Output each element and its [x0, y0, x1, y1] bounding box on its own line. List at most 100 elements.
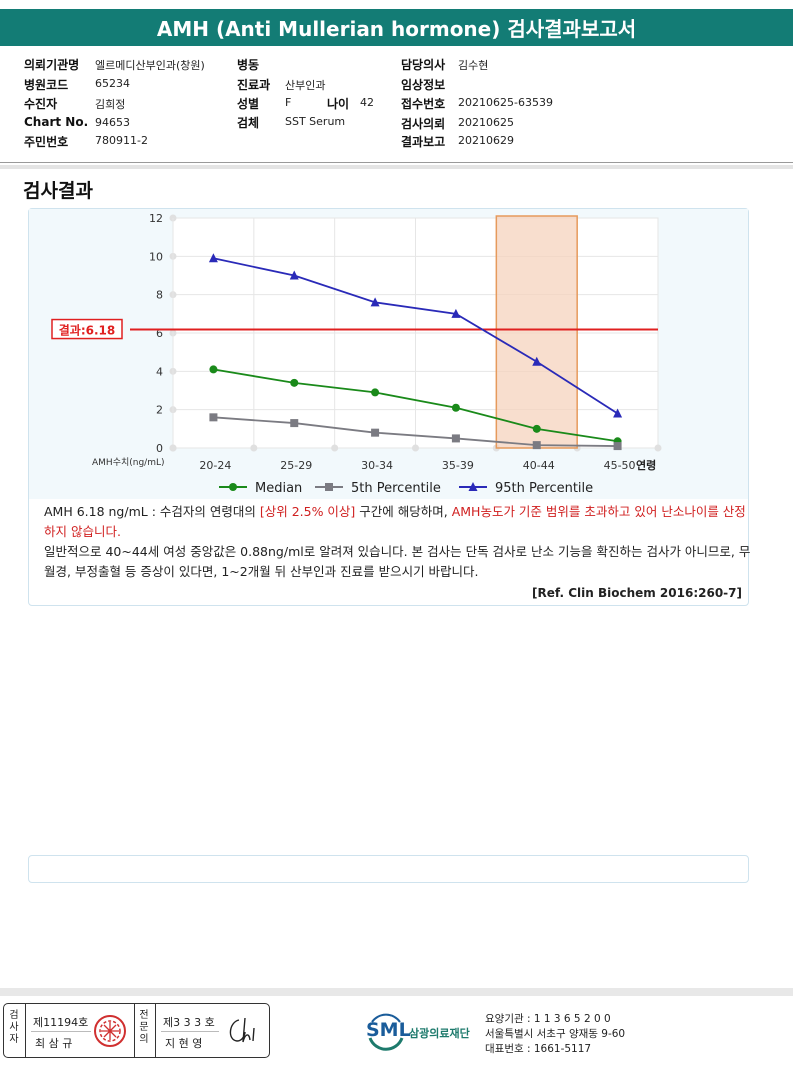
examiner-name: 최 삼 규 [35, 1037, 73, 1050]
info-label: 담당의사 [401, 58, 446, 72]
data-point [209, 365, 218, 374]
data-point [451, 403, 460, 412]
result-paragraph: AMH 6.18 ng/mL : 수검자의 연령대의 [상위 2.5% 이상] … [44, 502, 752, 542]
y-tick-label: 8 [156, 289, 163, 302]
data-point [532, 356, 542, 366]
y-axis-label: AMH수치(ng/mL) [92, 456, 165, 468]
specialist-number: 제3 3 3 호 [163, 1016, 215, 1029]
examiner-label: 검사자 [9, 1010, 19, 1045]
legend-marker [229, 483, 237, 491]
data-point [371, 388, 380, 397]
result-text-part: AMH 6.18 ng/mL : 수검자의 연령대의 [44, 504, 260, 519]
info-value: 20210625 [458, 116, 514, 129]
data-point [451, 434, 460, 443]
y-tick-label: 12 [149, 212, 163, 225]
series-line [213, 257, 619, 415]
divider [25, 1004, 26, 1057]
legend-label: 5th Percentile [351, 481, 441, 496]
data-point [370, 297, 380, 307]
data-point [613, 442, 622, 451]
specialist-name: 지 현 영 [165, 1037, 203, 1050]
axis-dot [654, 444, 662, 452]
y-tick-label: 10 [149, 250, 163, 263]
result-text: AMH 6.18 ng/mL : 수검자의 연령대의 [상위 2.5% 이상] … [44, 502, 752, 582]
section-title: 검사결과 [23, 180, 93, 202]
info-value: 65234 [95, 77, 130, 90]
divider [0, 162, 793, 163]
info-value: 20210625-63539 [458, 96, 553, 109]
data-point [451, 308, 461, 318]
x-axis-label: 연령 [636, 458, 656, 472]
info-label: 접수번호 [401, 97, 446, 111]
y-tick-label: 0 [156, 442, 163, 455]
x-tick-label: 25-29 [280, 459, 312, 472]
info-value: 엘르메디산부인과(창원) [95, 59, 205, 72]
info-label: 결과보고 [401, 135, 446, 149]
data-point [532, 424, 541, 433]
data-point [613, 408, 623, 418]
axis-dot [250, 444, 258, 452]
info-paragraph: 일반적으로 40~44세 여성 중앙값은 0.88ng/ml로 알려져 있습니다… [44, 544, 751, 579]
divider [0, 165, 793, 169]
data-point [208, 253, 218, 263]
examiner-number: 제11194호 [33, 1016, 89, 1029]
axis-dot [331, 444, 339, 452]
info-label: 의뢰기관명 [24, 58, 80, 72]
signature-icon [229, 1017, 255, 1043]
divider [161, 1031, 219, 1032]
logo-text: SML [366, 1019, 411, 1041]
x-tick-label: 30-34 [361, 459, 393, 472]
info-value: 780911-2 [95, 134, 148, 147]
legend-marker [325, 483, 333, 491]
legend-label: 95th Percentile [495, 481, 593, 496]
y-tick-label: 4 [156, 365, 163, 378]
info-value: 김희정 [95, 98, 126, 111]
result-panel: 0 2 4 6 8 10 12 20-24 25-29 30-34 35-39 40-44 45-50 연… [28, 208, 749, 606]
footer-divider [0, 988, 793, 996]
axis-dot [412, 444, 419, 452]
info-label: 수진자 [24, 97, 58, 111]
info-value: SST Serum [285, 115, 346, 128]
result-label: 결과:6.18 [59, 323, 116, 338]
data-point [289, 270, 299, 280]
report-title: AMH (Anti Mullerian hormone) 검사결과보고서 [0, 9, 793, 46]
data-point [209, 413, 218, 422]
reference: [Ref. Clin Biochem 2016:260-7] [532, 586, 742, 600]
info-value: 김수현 [458, 59, 489, 72]
result-text-part: 구간에 해당하며, [355, 504, 452, 519]
info-value: 42 [360, 96, 374, 109]
info-label: 나이 [327, 97, 350, 111]
data-point [532, 441, 541, 450]
institution-phone: 대표번호 : 1661-5117 [485, 1043, 592, 1055]
info-value: 20210629 [458, 134, 514, 147]
institution-code: 요양기관 : 1 1 3 6 5 2 0 0 [485, 1013, 611, 1025]
series-line [213, 416, 618, 447]
seal-stamp-icon [94, 1015, 126, 1047]
series-line [213, 368, 618, 443]
patient-info: 의뢰기관명 엘르메디산부인과(창원) 병원코드 65234 수진자 김희정 Ch… [0, 50, 793, 160]
info-label: Chart No. [24, 115, 89, 129]
axis-dot [169, 444, 177, 452]
info-value: F [285, 96, 292, 109]
data-point [371, 428, 380, 437]
y-tick-label: 6 [156, 327, 163, 340]
data-point [290, 378, 299, 387]
legend-marker [468, 482, 478, 491]
logo-name: 삼광의료재단 [409, 1027, 470, 1040]
divider [134, 1004, 135, 1057]
x-tick-label: 35-39 [442, 459, 474, 472]
x-tick-label: 20-24 [199, 459, 231, 472]
divider [31, 1031, 91, 1032]
specialist-label: 전문의 [139, 1010, 149, 1045]
amh-chart: 0 2 4 6 8 10 12 20-24 25-29 30-34 35-39 40-44 45-50 연… [51, 212, 662, 496]
info-label: 병동 [237, 58, 260, 72]
data-point [290, 419, 299, 428]
info-label: 주민번호 [24, 135, 69, 149]
info-value: 94653 [95, 116, 130, 129]
x-tick-label: 45-50 [604, 459, 636, 472]
info-label: 임상정보 [401, 78, 446, 92]
sml-logo-icon [368, 1013, 404, 1051]
info-label: 성별 [237, 97, 260, 111]
info-label: 검체 [237, 116, 260, 130]
signature-box: 검사자 제11194호 최 삼 규 전문의 제3 3 3 호 지 현 영 [3, 1003, 270, 1058]
